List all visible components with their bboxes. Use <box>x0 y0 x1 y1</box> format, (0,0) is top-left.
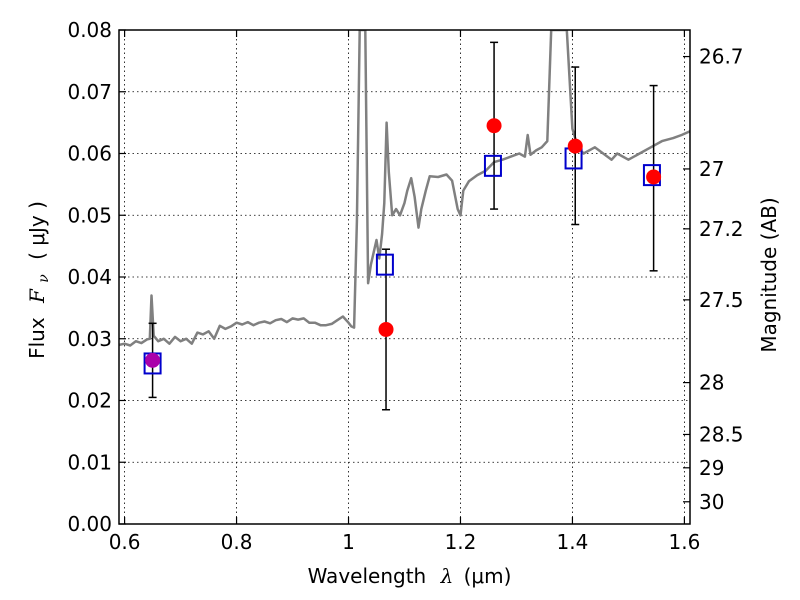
y-tick-label-1: 0.01 <box>67 450 112 474</box>
y-tick-label-0: 0.00 <box>67 512 112 536</box>
x-axis-title: Wavelength λ (μm) <box>308 564 512 588</box>
x-tick-label-4: 1.4 <box>557 530 589 554</box>
model-point-2 <box>483 154 502 177</box>
x-tick-label-5: 1.6 <box>668 530 700 554</box>
y-tick-label-6: 0.06 <box>67 142 112 166</box>
spectrum-line <box>119 30 690 347</box>
right-tick-label-0: 26.7 <box>699 45 744 69</box>
observed-point-4 <box>646 169 662 185</box>
y-axis-title-subscript: ν <box>36 274 52 283</box>
right-tick-label-7: 30 <box>699 490 724 514</box>
y-tick-label-5: 0.05 <box>67 203 112 227</box>
right-tick-label-1: 27 <box>699 157 724 181</box>
y-axis-title-symbol: F <box>25 288 49 304</box>
observed-point-0 <box>145 352 161 368</box>
right-tick-label-4: 28 <box>699 371 724 395</box>
observed-point-3 <box>567 138 583 154</box>
right-tick-label-6: 29 <box>699 456 724 480</box>
right-tick-label-3: 27.5 <box>699 288 744 312</box>
observed-point-1 <box>378 321 394 337</box>
y-axis-title-text: Flux <box>25 317 49 359</box>
right-tick-label-2: 27.2 <box>699 217 744 241</box>
right-tick-label-5: 28.5 <box>699 422 744 446</box>
axis-ticks: 0.6 0.8 1 1.2 1.4 1.6 0.00 0.01 0.02 0.03 0.04 0.05… <box>67 18 743 554</box>
model-point-1 <box>375 253 394 276</box>
y-tick-label-2: 0.02 <box>67 389 112 413</box>
y-axis-title: Flux F ν ( μJy ) <box>25 201 53 359</box>
x-tick-label-3: 1.2 <box>445 530 477 554</box>
x-axis-title-symbol: λ <box>440 564 454 588</box>
y-tick-label-7: 0.07 <box>67 80 112 104</box>
observed-point-2 <box>486 118 502 134</box>
x-axis-title-unit: (μm) <box>464 564 512 588</box>
right-axis-title: Magnitude (AB) <box>757 197 781 352</box>
x-axis-title-text: Wavelength <box>308 564 427 588</box>
x-tick-label-0: 0.6 <box>109 530 141 554</box>
y-tick-label-8: 0.08 <box>67 18 112 42</box>
y-tick-label-4: 0.04 <box>67 265 112 289</box>
x-tick-label-2: 1 <box>342 530 355 554</box>
plot-area <box>119 30 690 411</box>
y-tick-label-3: 0.03 <box>67 327 112 351</box>
y-axis-title-unit: ( μJy ) <box>25 201 49 260</box>
x-tick-label-1: 0.8 <box>221 530 253 554</box>
